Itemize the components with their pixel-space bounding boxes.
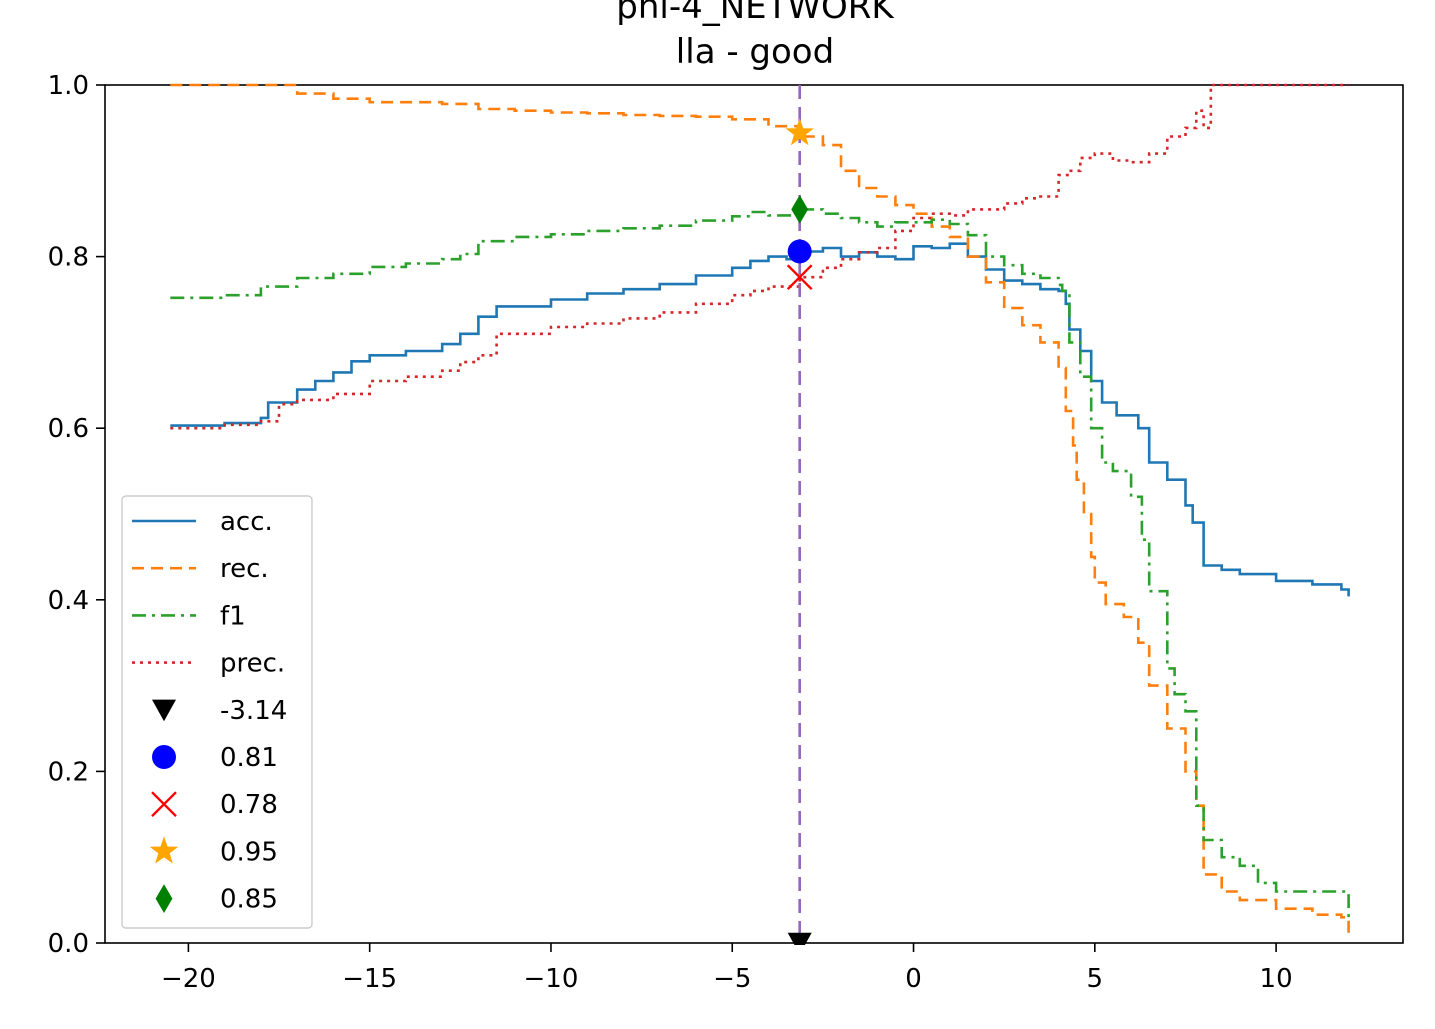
legend-label: 0.81 xyxy=(220,743,278,773)
y-tick-label: 0.2 xyxy=(48,757,89,787)
legend-label: prec. xyxy=(220,649,285,679)
x-tick-label: −20 xyxy=(161,964,216,994)
x-axis: −20 −15 −10 −5 0 5 10 xyxy=(161,943,1293,994)
series-line-acc xyxy=(170,242,1350,597)
axes-frame xyxy=(104,84,1404,944)
legend-marker-x xyxy=(151,791,177,818)
y-tick-label: 0.0 xyxy=(48,929,89,959)
legend-label: 0.95 xyxy=(220,837,278,867)
x-tick-label: 10 xyxy=(1260,964,1293,994)
legend-marker-circle xyxy=(152,745,176,769)
legend-frame xyxy=(121,495,313,929)
x-tick-label: 5 xyxy=(1087,964,1104,994)
legend-marker-diamond xyxy=(155,884,173,913)
legend-label: rec. xyxy=(220,554,269,584)
chart-title-line1: phi-4_NETWORK xyxy=(616,0,895,27)
marker-diamond xyxy=(791,195,809,224)
x-tick-label: 0 xyxy=(905,964,922,994)
x-tick-label: −5 xyxy=(713,964,751,994)
plot-area xyxy=(104,83,1404,945)
marker-x xyxy=(786,264,813,291)
series-line-rec xyxy=(170,83,1350,935)
y-tick-label: 1.0 xyxy=(48,71,89,101)
legend-marker-star xyxy=(149,836,179,864)
x-tick-label: −15 xyxy=(342,964,397,994)
marker-triangle-down xyxy=(787,932,812,945)
marker-x-stroke xyxy=(786,264,813,291)
y-tick-label: 0.6 xyxy=(48,414,89,444)
legend-label: f1 xyxy=(220,601,246,631)
x-tick-label: −10 xyxy=(524,964,579,994)
data-layer xyxy=(170,83,1350,945)
chart-title-line2: lla - good xyxy=(676,32,834,72)
legend-label: acc. xyxy=(220,507,273,537)
legend: acc. rec. f1 prec. -3.14 0.81 0.78 0.95 0.85 xyxy=(121,495,313,929)
legend-label: -3.14 xyxy=(220,696,287,726)
marker-star xyxy=(785,118,814,146)
legend-marker-triangle-down xyxy=(152,699,176,722)
y-tick-label: 0.8 xyxy=(48,243,89,273)
series-line-f1 xyxy=(170,208,1350,918)
y-axis: 0.0 0.2 0.4 0.6 0.8 1.0 xyxy=(48,71,105,959)
marker-circle xyxy=(787,239,812,264)
legend-label: 0.78 xyxy=(220,790,278,820)
y-tick-label: 0.4 xyxy=(48,586,89,616)
legend-marker-x-stroke xyxy=(151,791,177,818)
legend-label: 0.85 xyxy=(220,885,278,915)
series-line-prec xyxy=(170,83,1349,430)
